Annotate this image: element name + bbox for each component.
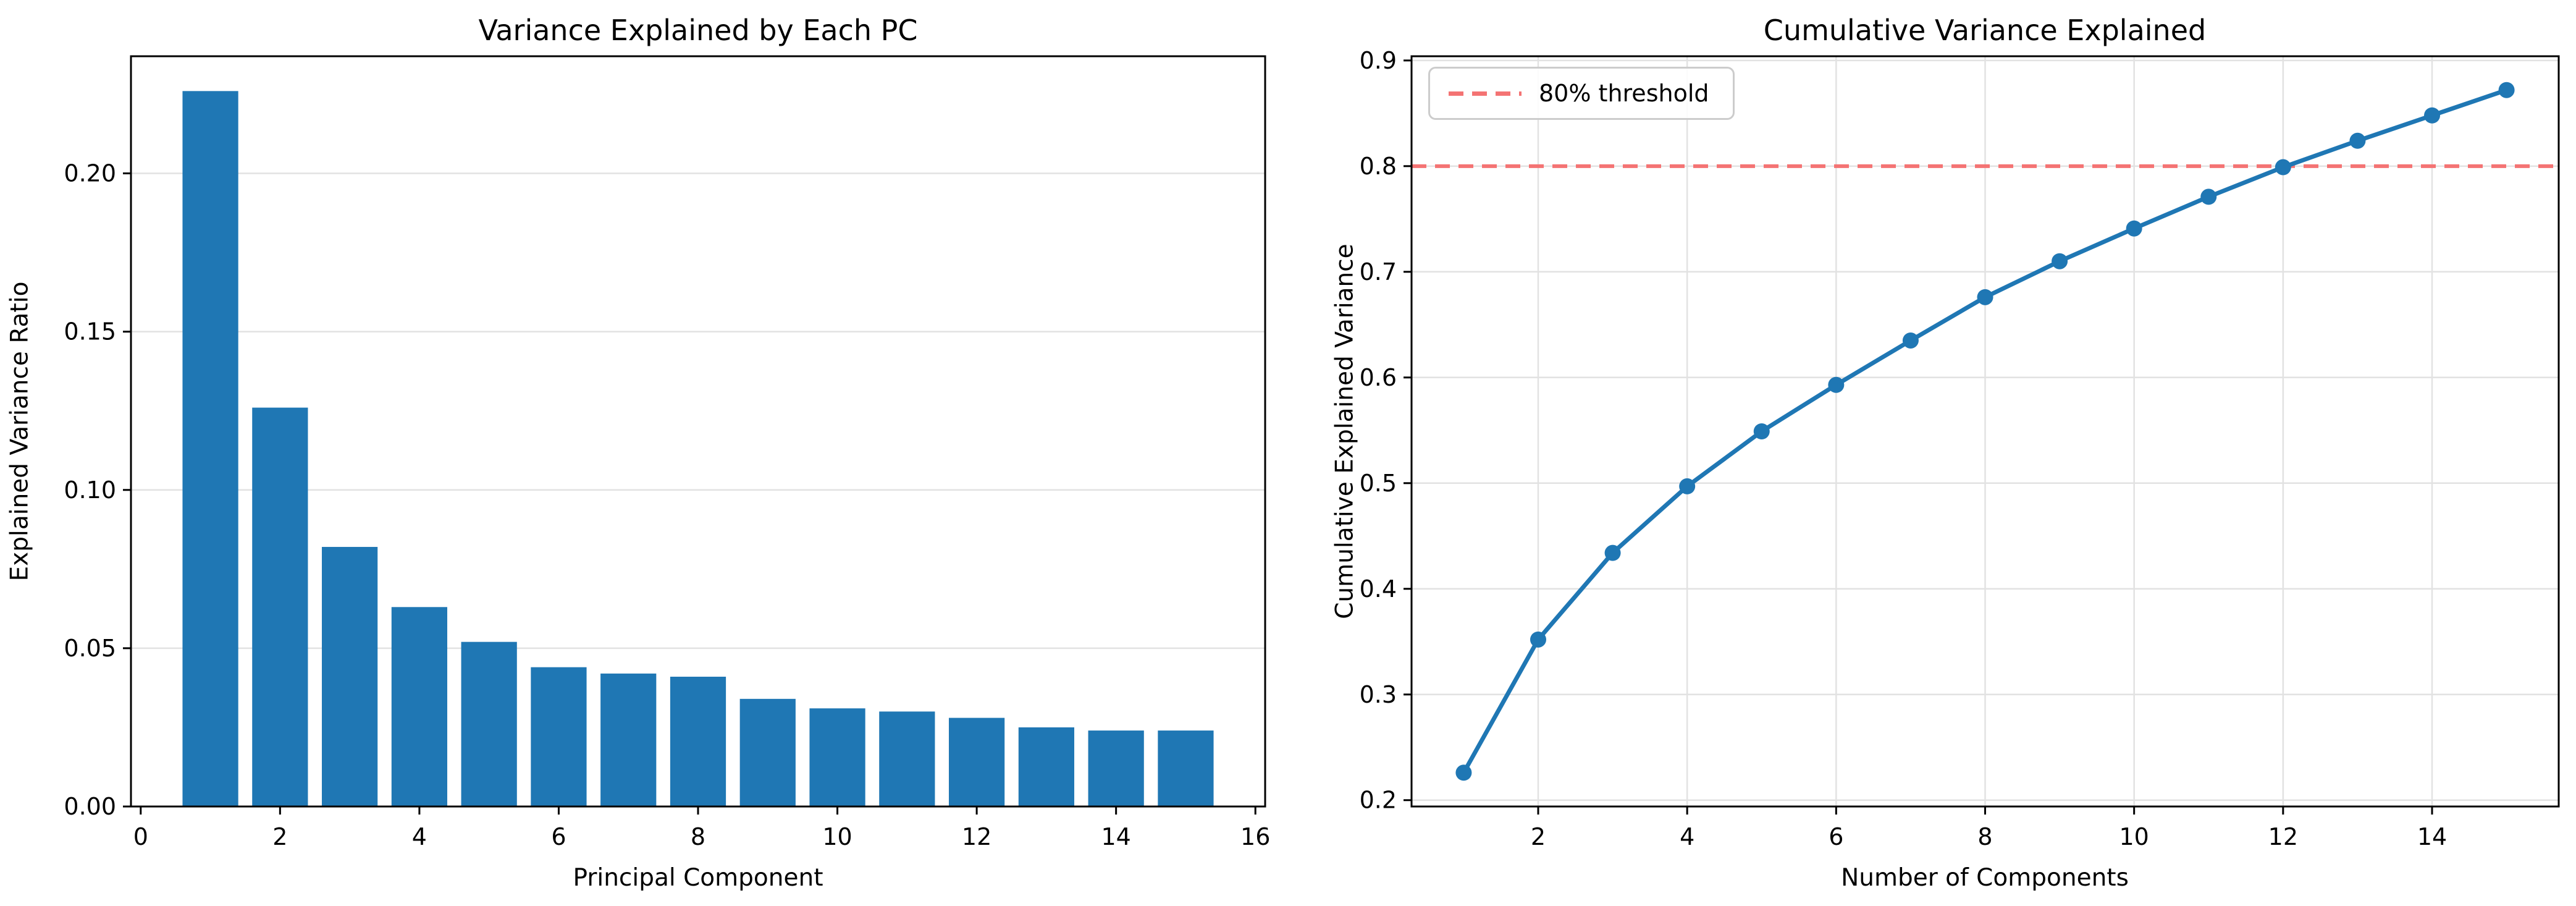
- svg-text:0.20: 0.20: [64, 160, 116, 187]
- svg-text:0.9: 0.9: [1360, 47, 1397, 74]
- threshold-dash-swatch: [1449, 91, 1522, 96]
- svg-text:0.2: 0.2: [1360, 787, 1397, 814]
- svg-text:0.8: 0.8: [1360, 153, 1397, 180]
- svg-text:6: 6: [551, 823, 566, 850]
- svg-text:16: 16: [1240, 823, 1270, 850]
- left-x-axis-label: Principal Component: [573, 864, 823, 892]
- svg-text:0.4: 0.4: [1360, 575, 1397, 603]
- svg-text:0: 0: [133, 823, 148, 850]
- svg-text:2: 2: [272, 823, 287, 850]
- svg-text:10: 10: [2119, 823, 2149, 850]
- svg-text:8: 8: [691, 823, 705, 850]
- svg-text:0.6: 0.6: [1360, 364, 1397, 391]
- svg-text:0.10: 0.10: [64, 476, 116, 504]
- right-chart-title: Cumulative Variance Explained: [1763, 14, 2207, 47]
- svg-text:0.05: 0.05: [64, 635, 116, 662]
- cumulative-line-chart: 2 4 6 8 10 12 14 0.2 0.3 0.4 0.5 0.6 0.7 0.8 0.9: [1360, 47, 2560, 850]
- svg-text:0.3: 0.3: [1360, 681, 1397, 708]
- svg-text:4: 4: [412, 823, 427, 850]
- svg-text:10: 10: [822, 823, 852, 850]
- right-x-axis-label: Number of Components: [1841, 864, 2129, 892]
- svg-text:12: 12: [2268, 823, 2298, 850]
- left-chart-title: Variance Explained by Each PC: [478, 14, 918, 47]
- svg-text:6: 6: [1829, 823, 1843, 850]
- svg-text:4: 4: [1680, 823, 1694, 850]
- svg-text:8: 8: [1977, 823, 1992, 850]
- svg-text:14: 14: [1101, 823, 1130, 850]
- svg-text:0.15: 0.15: [64, 318, 116, 345]
- legend: 80% threshold: [1428, 67, 1735, 120]
- variance-bar-chart: 0 2 4 6 8 10 12 14 16 0.00 0.05 0.10 0.15 0.20: [64, 55, 1270, 850]
- svg-text:12: 12: [962, 823, 991, 850]
- svg-text:14: 14: [2417, 823, 2447, 850]
- svg-text:0.00: 0.00: [64, 793, 116, 820]
- svg-text:0.7: 0.7: [1360, 258, 1397, 286]
- legend-label: 80% threshold: [1539, 80, 1709, 107]
- svg-text:0.5: 0.5: [1360, 470, 1397, 497]
- svg-text:2: 2: [1531, 823, 1546, 850]
